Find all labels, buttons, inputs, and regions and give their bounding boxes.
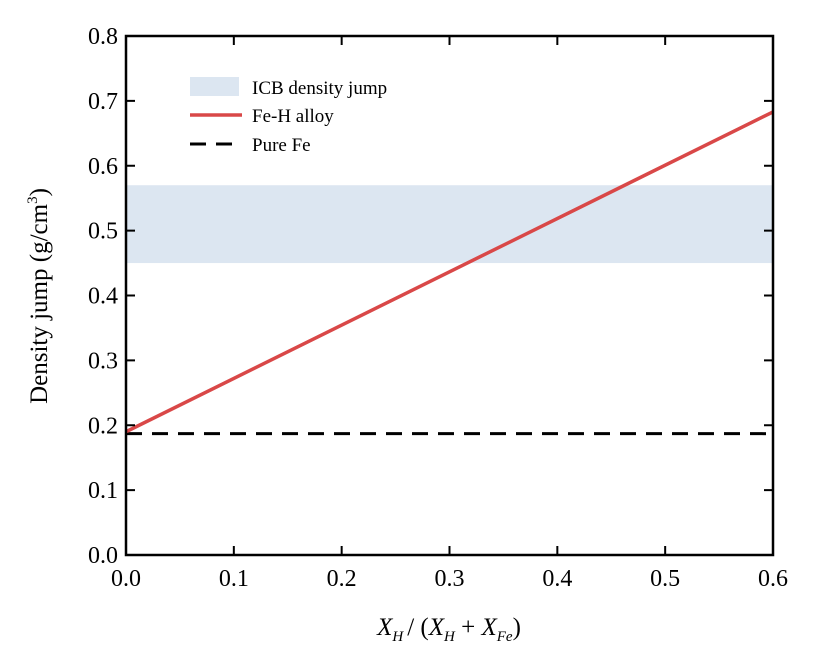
y-tick-label: 0.8 xyxy=(88,24,118,50)
y-tick-label: 0.2 xyxy=(88,413,118,439)
legend-label-band: ICB density jump xyxy=(252,78,387,99)
y-tick-label: 0.3 xyxy=(88,348,118,374)
y-tick-label: 0.0 xyxy=(88,543,118,569)
y-tick-label: 0.6 xyxy=(88,154,118,180)
legend-label-pure-fe: Pure Fe xyxy=(252,135,311,156)
series-fe-h-alloy xyxy=(125,110,774,434)
y-tick-label: 0.1 xyxy=(88,478,118,504)
y-tick-label: 0.4 xyxy=(88,284,118,310)
y-axis-label: Density jump (g/cm3) xyxy=(25,188,53,404)
legend-label-fe-h: Fe-H alloy xyxy=(252,106,334,127)
legend: ICB density jump Fe-H alloy Pure Fe xyxy=(190,77,387,156)
legend-swatch-band xyxy=(190,77,239,96)
x-tick-label: 0.5 xyxy=(650,566,680,592)
x-tick-label: 0.6 xyxy=(758,566,788,592)
y-tick-label: 0.5 xyxy=(88,219,118,245)
x-tick-label: 0.2 xyxy=(327,566,357,592)
y-tick-label: 0.7 xyxy=(88,89,118,115)
x-tick-label: 0.3 xyxy=(435,566,465,592)
x-tick-label: 0.4 xyxy=(542,566,572,592)
ticks: 0.0 0.1 0.2 0.3 0.4 0.5 0.6 0.0 0.1 0.2 0.3 0.4 0.5 0… xyxy=(88,24,788,592)
x-tick-label: 0.1 xyxy=(219,566,249,592)
x-tick-label: 0.0 xyxy=(111,566,141,592)
icb-band xyxy=(126,185,773,264)
x-axis-label: XH / (XH + XFe) xyxy=(376,614,521,645)
